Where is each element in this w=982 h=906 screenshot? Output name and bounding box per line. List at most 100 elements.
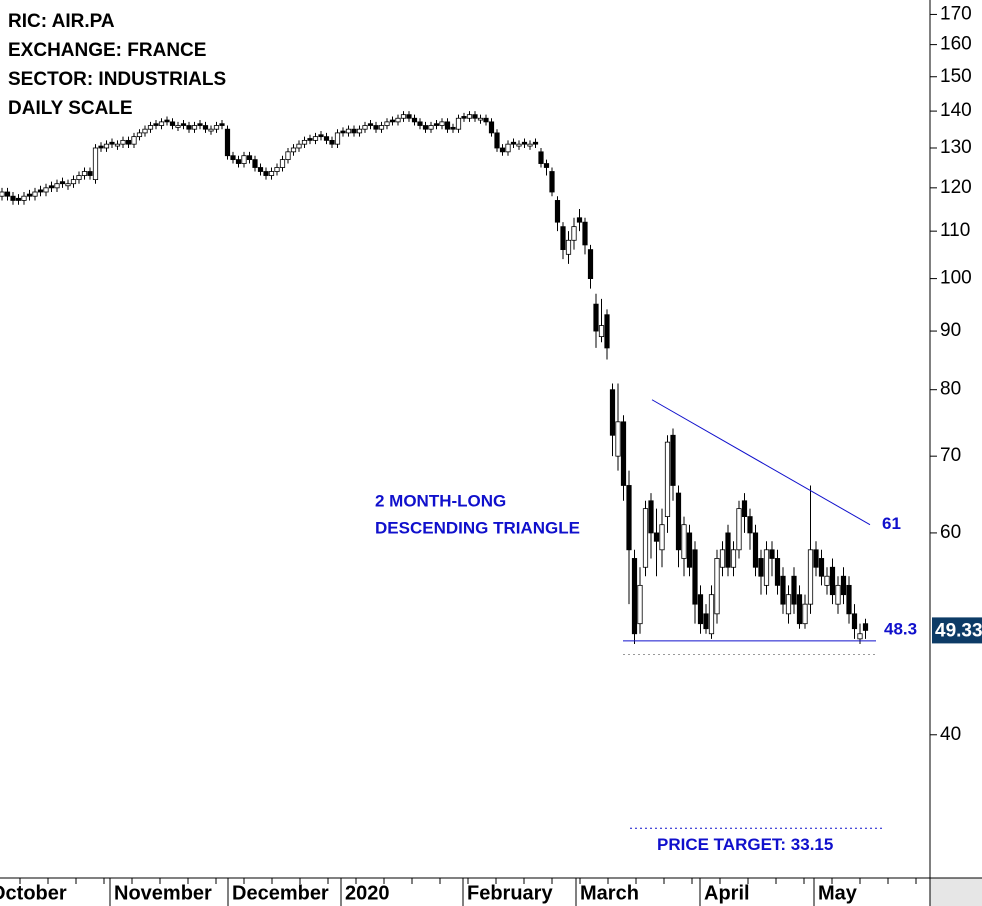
candle-body [763,549,770,586]
candle-body [246,155,253,161]
candle-body [125,139,132,145]
candle-body [692,549,698,605]
candle-body [37,189,44,193]
candle-body [664,441,671,517]
candle-body [373,125,379,130]
candle-body [54,183,60,189]
y-tick-label: 60 [940,522,961,543]
candle-body [785,594,792,615]
candle-body [136,132,143,138]
candle-body [92,147,99,181]
candle-body [329,139,335,145]
candle-body [362,125,368,130]
candle-body [169,121,176,126]
x-tick-label: 2020 [345,882,390,904]
candle-body [290,147,297,153]
candle-body [681,524,687,559]
candle-body [384,121,390,126]
resistance-label: 61 [882,514,901,533]
candle-body [406,114,412,119]
candle-body [741,500,748,517]
support-label: 48.3 [884,619,917,638]
candle-body [560,226,566,250]
candle-body [186,125,192,130]
candle-body [532,141,539,145]
candle-body [439,121,445,126]
candle-body [653,532,660,542]
candle-body [587,249,594,280]
x-tick-label: October [0,882,67,904]
candle-body [747,516,753,534]
candle-body [598,325,605,338]
candle-body [87,171,93,176]
candle-body [103,143,110,149]
candle-body [257,167,264,172]
candle-body [708,594,715,635]
candle-body [648,500,654,534]
candle-body [120,139,126,145]
candle-body [835,584,841,605]
candle-body [862,623,869,631]
candle-body [76,175,82,181]
candle-body [637,584,643,625]
candle-body [604,314,610,349]
axis-corner [930,878,982,906]
candle-body [175,125,181,128]
candle-body [241,155,247,164]
candle-body [758,558,764,577]
candle-body [433,123,440,126]
candle-body [609,389,616,436]
candle-body [351,128,357,134]
y-tick-label: 110 [940,220,970,241]
candle-body [582,221,588,246]
candle-body [285,151,291,161]
x-tick-label: March [580,882,639,904]
candle-body [851,613,858,630]
y-tick-label: 100 [940,268,972,289]
candle-body [15,197,22,201]
candle-body [26,193,33,197]
y-tick-label: 160 [940,34,972,55]
candle-body [494,132,500,149]
candle-body [219,123,225,126]
candle-body [466,114,473,119]
candle-body [395,117,401,123]
candle-body [202,125,209,130]
candle-body [703,613,709,630]
candle-body [615,421,621,457]
candle-body [527,143,533,147]
candle-body [807,549,814,605]
candle-body [521,141,528,145]
candle-body [499,147,506,153]
y-tick-label: 170 [940,3,972,24]
candle-body [307,138,313,141]
candle-body [98,145,104,149]
candle-body [131,136,137,145]
candle-body [675,492,682,551]
candle-body [571,226,577,241]
candle-body [142,128,148,134]
annotation: DESCENDING TRIANGLE [375,518,580,537]
candle-body [796,594,803,625]
candle-body [279,159,286,168]
candle-body [164,119,170,123]
candle-body [312,136,319,141]
y-tick-label: 80 [940,379,961,400]
candle-body [444,121,451,130]
candle-body [153,123,159,126]
candle-body [334,132,341,145]
candle-body [65,183,71,187]
header-line: DAILY SCALE [8,98,133,119]
candle-body [505,143,511,153]
price-target-label: PRICE TARGET: 33.15 [657,835,833,854]
annotation: 2 MONTH-LONG [375,491,506,510]
candle-body [824,575,830,586]
candle-body [318,134,324,138]
header-line: SECTOR: INDUSTRIALS [8,69,226,90]
candle-body [516,143,522,147]
candle-body [323,136,330,141]
candle-body [268,171,275,176]
candle-body [730,549,737,568]
candle-body [565,239,572,255]
x-tick-label: November [114,882,212,904]
